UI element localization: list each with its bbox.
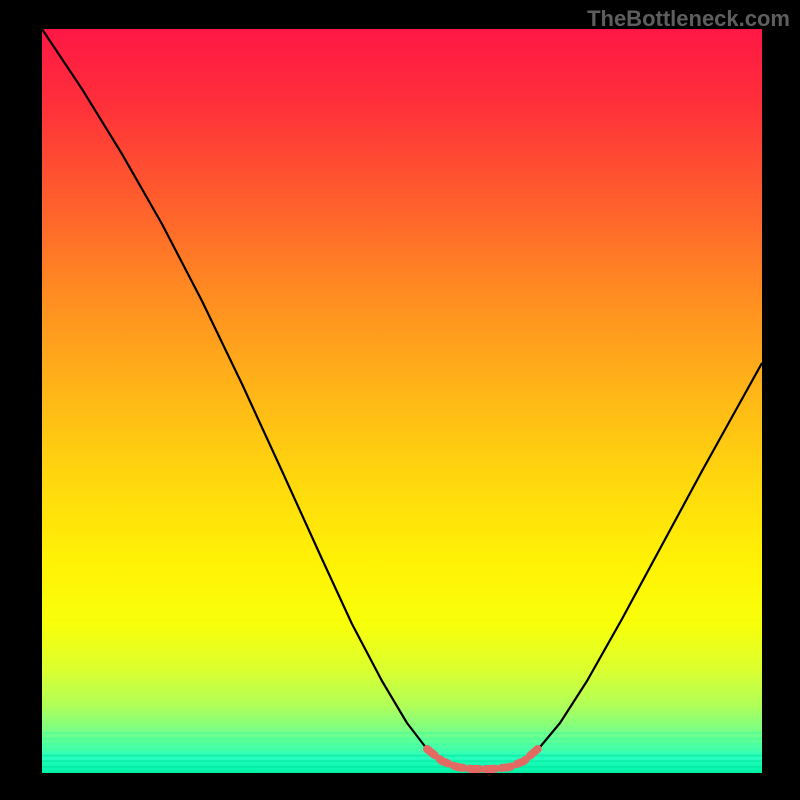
green-band (42, 760, 762, 762)
green-band (42, 743, 762, 745)
green-band (42, 749, 762, 751)
plot-area (42, 29, 762, 773)
gradient-background (42, 29, 762, 773)
green-band (42, 755, 762, 757)
green-band (42, 732, 762, 734)
watermark-text: TheBottleneck.com (587, 6, 790, 32)
plot-svg (42, 29, 762, 773)
green-band (42, 738, 762, 740)
chart-frame: TheBottleneck.com (0, 0, 800, 800)
green-band (42, 766, 762, 768)
green-band (42, 772, 762, 773)
